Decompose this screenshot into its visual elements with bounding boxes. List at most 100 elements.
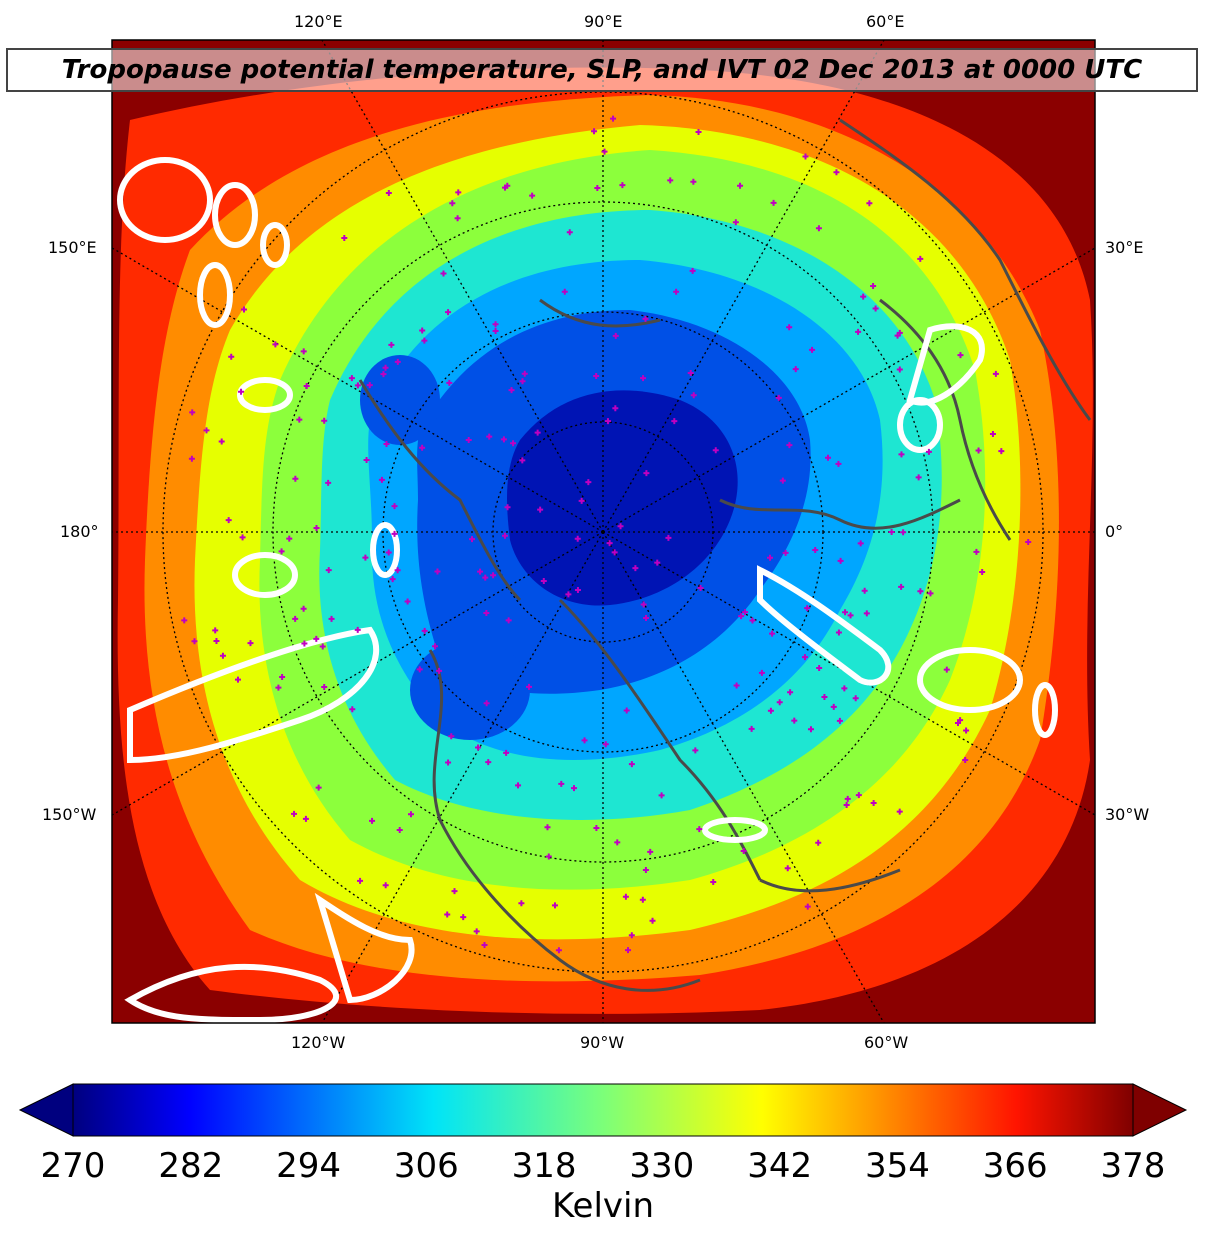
station-marker [642,867,649,874]
station-marker [529,192,536,199]
station-marker [454,215,461,222]
ivt-contours [117,157,1058,1023]
station-marker [240,306,247,313]
station-marker [957,352,964,359]
station-marker [291,810,298,817]
station-marker [465,436,472,443]
station-marker [238,388,245,395]
station-marker [432,643,439,650]
station-marker [870,799,877,806]
station-marker [445,309,452,316]
station-marker [758,669,765,676]
station-marker [614,839,621,846]
station-marker [712,447,719,454]
station-marker [354,382,361,389]
station-marker [279,673,286,680]
station-marker [767,707,774,714]
theta-lobe-northwest-blue [360,355,440,445]
station-marker [643,470,650,477]
station-marker [382,364,389,371]
station-marker [292,475,299,482]
station-marker [490,572,497,579]
station-marker [767,554,774,561]
station-marker [303,382,310,389]
colorbar-extend-max [1132,1083,1188,1137]
station-marker [738,613,745,620]
station-marker [300,605,307,612]
station-marker [804,903,811,910]
station-marker [927,590,934,597]
colorbar-tick-label: 354 [864,1146,930,1186]
station-marker [900,529,907,536]
station-marker [396,826,403,833]
lon-label-bottom-1: 120°W [291,1033,346,1052]
station-marker [611,549,618,556]
station-marker [917,255,924,262]
station-marker [446,379,453,386]
station-marker [802,153,809,160]
station-marker [394,358,401,365]
station-marker [860,293,867,300]
station-marker [508,387,515,394]
station-marker [570,785,577,792]
station-marker [623,707,630,714]
station-marker [833,169,840,176]
station-marker [537,506,544,513]
station-marker [622,893,629,900]
station-marker [696,826,703,833]
polar-stereographic-map [111,39,1096,1024]
station-marker [617,523,624,530]
station-marker [545,853,552,860]
station-marker [649,917,656,924]
station-marker [898,583,905,590]
station-marker [809,346,816,353]
station-marker [440,270,447,277]
station-marker [515,782,522,789]
station-marker [601,148,608,155]
station-marker [219,652,226,659]
station-marker [354,626,361,633]
station-marker [366,382,373,389]
station-marker [689,267,696,274]
station-marker [574,586,581,593]
station-marker [925,448,932,455]
lon-label-bottom-3: 60°W [864,1033,909,1052]
station-marker [769,630,776,637]
station-marker [419,327,426,334]
station-marker [455,189,462,196]
station-marker [247,640,254,647]
station-marker [1025,538,1032,545]
station-marker [416,666,423,673]
station-marker [815,839,822,846]
station-marker [378,476,385,483]
station-marker [619,182,626,189]
station-marker [444,911,451,918]
station-marker [448,733,455,740]
colorbar-label: Kelvin [551,1186,655,1226]
station-marker [610,115,617,122]
lon-label-top-1: 120°E [294,12,343,31]
station-marker [189,409,196,416]
station-marker [852,695,859,702]
colorbar-tick-label: 366 [982,1146,1048,1186]
station-marker [421,337,428,344]
station-marker [328,615,335,622]
station-marker [673,288,680,295]
station-marker [855,792,862,799]
station-marker [504,504,511,511]
station-marker [847,612,854,619]
station-marker [835,629,842,636]
station-marker [898,451,905,458]
station-marker [421,627,428,634]
station-marker [963,727,970,734]
station-marker [836,717,843,724]
station-marker [779,477,786,484]
station-marker [998,448,1005,455]
station-marker [505,617,512,624]
station-marker [866,200,873,207]
station-marker [419,444,426,451]
lat-label-left-1: 150°E [48,238,97,257]
station-marker [943,666,950,673]
station-marker [975,447,982,454]
station-marker [519,457,526,464]
